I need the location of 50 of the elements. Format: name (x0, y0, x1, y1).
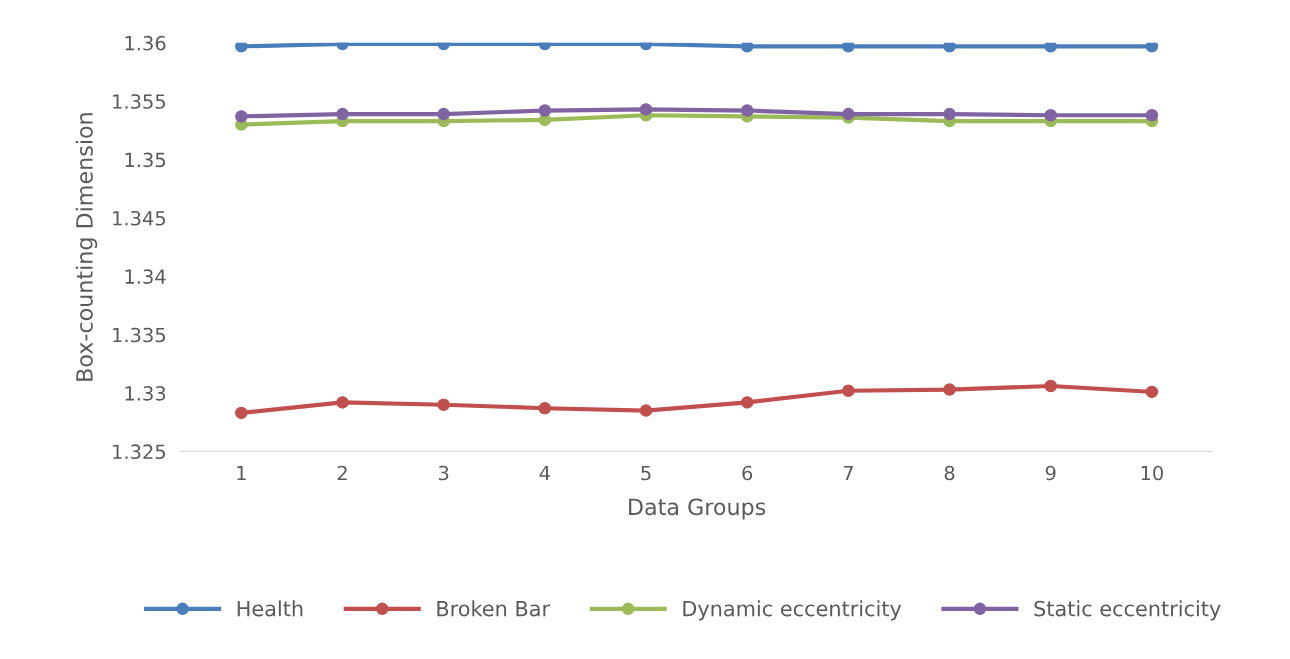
point (235, 110, 248, 123)
y-axis-title: Box-counting Dimension (75, 113, 98, 381)
x-tick-label: 4 (539, 465, 550, 481)
point (538, 401, 552, 415)
point (1044, 42, 1057, 53)
point (1145, 42, 1159, 53)
point (1145, 385, 1159, 399)
y-tick-label: 1.34 (125, 269, 166, 284)
legend-label: Health (237, 600, 303, 617)
point (235, 406, 248, 420)
x-tick-label: 1 (237, 465, 246, 481)
point (1044, 108, 1057, 122)
point (538, 104, 552, 117)
x-tick-label: 7 (843, 465, 853, 481)
y-tick-label: 1.325 (113, 444, 166, 460)
point (842, 384, 855, 397)
x-tick-label: 2 (337, 465, 347, 481)
y-tick-label: 1.335 (113, 327, 166, 343)
legend-label: Static eccentricity (1034, 600, 1221, 621)
point (437, 398, 450, 411)
legend-label: Dynamic eccentricity (683, 600, 902, 621)
point (842, 42, 855, 53)
point (943, 107, 956, 121)
point (740, 396, 754, 409)
y-tick-label: 1.345 (113, 210, 166, 226)
x-tick-label: 9 (1045, 465, 1056, 481)
y-tick-label: 1.355 (113, 94, 166, 109)
point (943, 383, 956, 396)
x-tick-label: 5 (641, 465, 651, 481)
point (943, 42, 956, 53)
point (639, 103, 653, 116)
point (740, 42, 754, 53)
point (235, 42, 248, 53)
point (1145, 108, 1159, 122)
point (639, 404, 653, 417)
point (437, 107, 450, 121)
point (1044, 379, 1057, 393)
y-tick-label: 1.35 (125, 152, 166, 168)
x-tick-label: 3 (438, 465, 449, 481)
legend-label: Broken Bar (437, 600, 551, 617)
x-tick-label: 8 (944, 465, 955, 481)
y-tick-label: 1.36 (125, 35, 166, 51)
point (842, 107, 855, 121)
x-tick-label: 10 (1141, 465, 1163, 481)
x-axis-title: Data Groups (629, 498, 766, 520)
point (740, 104, 754, 117)
x-tick-label: 6 (742, 465, 753, 481)
point (336, 107, 349, 121)
point (336, 396, 349, 409)
y-tick-label: 1.33 (125, 386, 166, 401)
